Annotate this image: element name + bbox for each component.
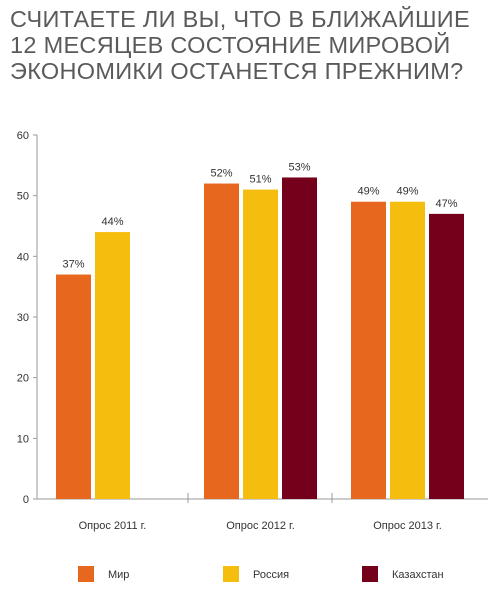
legend-swatch — [223, 566, 239, 582]
legend-label: Россия — [253, 569, 289, 581]
x-tick-label: Опрос 2011 г. — [79, 520, 147, 532]
chart-title-line: ЭКОНОМИКИ ОСТАНЕТСЯ ПРЕЖНИМ? — [10, 58, 464, 84]
data-label: 37% — [62, 259, 84, 271]
legend-swatch — [362, 566, 378, 582]
data-label: 49% — [396, 186, 418, 198]
bar-3-3 — [429, 213, 464, 499]
bar-3-2 — [282, 177, 317, 499]
bar-2-3 — [390, 201, 425, 499]
y-tick-label: 60 — [17, 130, 29, 142]
y-tick-label: 0 — [23, 494, 29, 506]
chart-title-line: 12 МЕСЯЦЕВ СОСТОЯНИЕ МИРОВОЙ — [10, 32, 451, 58]
chart-title-line: СЧИТАЕТЕ ЛИ ВЫ, ЧТО В БЛИЖАЙШИЕ — [10, 6, 470, 32]
bar-2-1 — [95, 232, 130, 500]
bar-1-2 — [204, 183, 239, 500]
data-label: 49% — [357, 186, 379, 198]
x-tick-label: Опрос 2013 г. — [373, 520, 442, 532]
y-tick-label: 30 — [17, 312, 29, 324]
y-tick-label: 20 — [17, 373, 29, 385]
chart-title: СЧИТАЕТЕ ЛИ ВЫ, ЧТО В БЛИЖАЙШИЕ 12 МЕСЯЦ… — [10, 6, 490, 84]
bar-1-3 — [351, 201, 386, 499]
bar-1-1 — [56, 274, 91, 499]
bar-2-2 — [243, 189, 278, 499]
legend-label: Мир — [108, 569, 129, 581]
data-label: 52% — [210, 168, 232, 180]
data-label: 44% — [101, 216, 123, 228]
data-label: 53% — [288, 161, 310, 173]
y-tick-label: 10 — [17, 433, 29, 445]
y-tick-label: 40 — [17, 251, 29, 263]
legend-swatch — [78, 566, 94, 582]
data-label: 47% — [435, 198, 457, 210]
y-tick-label: 50 — [17, 191, 29, 203]
x-tick-label: Опрос 2012 г. — [226, 520, 295, 532]
data-label: 51% — [249, 174, 271, 186]
legend-label: Казахстан — [392, 569, 444, 581]
